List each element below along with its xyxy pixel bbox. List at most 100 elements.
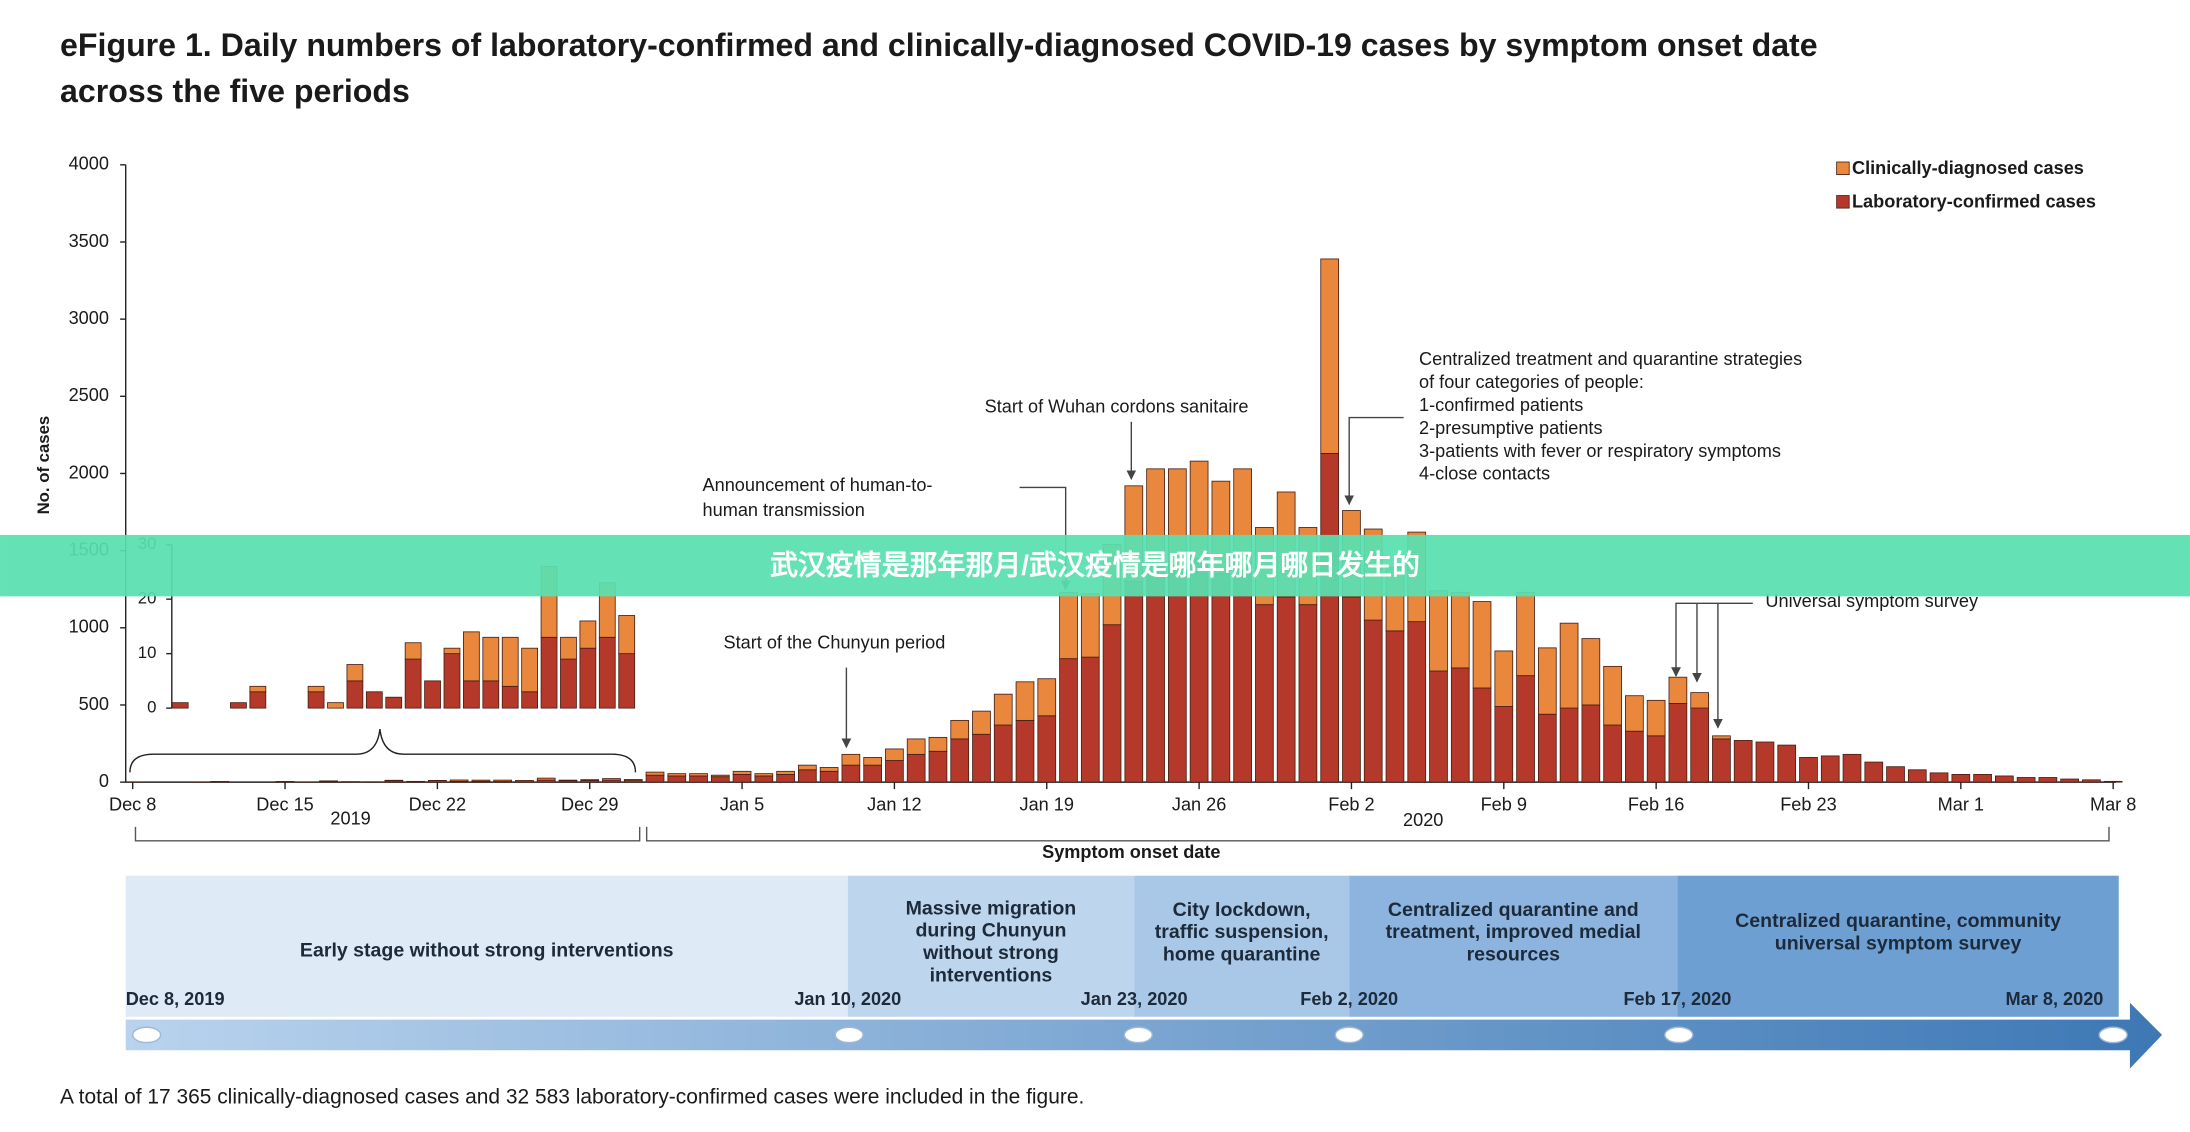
stage-label: resources (1467, 943, 1561, 965)
bar-segment (1799, 757, 1818, 783)
inset-bar-segment (249, 691, 267, 709)
bar-segment (1537, 713, 1557, 783)
bar-segment (1146, 565, 1165, 783)
bar-segment (1059, 591, 1078, 660)
bar-segment (1037, 715, 1057, 783)
bar-segment (1015, 719, 1035, 783)
x-tick-label: Mar 8 (2090, 795, 2136, 815)
bar-segment (993, 724, 1013, 783)
bar-segment (1625, 730, 1644, 783)
inset-bar-segment (327, 702, 344, 709)
bar-segment (1494, 650, 1514, 707)
bar-segment (645, 771, 665, 776)
inset-bar-segment (540, 636, 558, 709)
y-tick-label: 500 (79, 694, 109, 714)
bar-segment (1363, 619, 1383, 783)
bar-segment (754, 775, 774, 783)
bar-segment (558, 779, 578, 782)
annotation: Announcement of human-to- (703, 475, 933, 495)
inset-bar-segment (443, 647, 461, 655)
year-label: 2020 (1403, 810, 1443, 830)
inset-bar-segment (230, 702, 247, 709)
stage-label: treatment, improved medial (1386, 921, 1641, 943)
stage-label: Massive migration (906, 897, 1077, 919)
bar-segment (972, 710, 991, 735)
x-tick-label: Jan 12 (867, 795, 921, 815)
bar-segment (580, 779, 600, 781)
bar-segment (1472, 687, 1492, 783)
timeline-dot (2098, 1026, 2128, 1044)
bar-segment (863, 757, 882, 766)
title: eFigure 1. Daily numbers of laboratory-c… (60, 27, 1818, 109)
bar-segment (1233, 568, 1252, 783)
bar-segment (1842, 753, 1862, 783)
bar-segment (710, 774, 730, 778)
x-tick-label: Feb 23 (1780, 795, 1836, 815)
annotation: of four categories of people: (1419, 372, 1644, 392)
x-tick-label: Jan 26 (1172, 795, 1226, 815)
timeline-dot (1123, 1026, 1153, 1044)
stage-box (125, 875, 848, 1017)
x-tick-label: Jan 5 (720, 795, 764, 815)
bar-segment (863, 764, 882, 783)
bar-segment (1668, 676, 1688, 704)
stage-date: Jan 23, 2020 (1081, 989, 1188, 1009)
bar-segment (623, 779, 643, 782)
inset-bar-segment (307, 691, 325, 709)
bar-segment (1080, 593, 1100, 658)
bar-segment (1385, 630, 1405, 783)
y-tick-label: 2500 (69, 385, 109, 405)
inset-bar-segment (404, 642, 422, 660)
inset-bar-segment (346, 664, 364, 682)
bar-segment (667, 773, 687, 777)
bar-segment (841, 764, 861, 783)
bar-segment (667, 775, 687, 783)
x-tick-label: Dec 29 (561, 795, 618, 815)
stage-label: without strong (922, 942, 1059, 964)
bar-segment (1276, 596, 1296, 783)
bar-segment (493, 779, 513, 782)
inset-bar-segment (560, 636, 577, 660)
inset-bar-segment (365, 691, 383, 709)
annotation: Centralized treatment and quarantine str… (1419, 349, 1802, 369)
bar-segment (776, 773, 795, 783)
bar-segment (1995, 775, 2014, 783)
bar-segment (1537, 647, 1557, 715)
bar-segment (2082, 779, 2101, 783)
inset-bar-segment (598, 636, 616, 709)
stage-date: Feb 17, 2020 (1623, 989, 1731, 1009)
stage-box (1349, 875, 1678, 1017)
timeline-dot (1334, 1026, 1364, 1044)
bar-segment (689, 775, 708, 783)
stage-date: Jan 10, 2020 (794, 989, 901, 1009)
x-tick-label: Mar 1 (1938, 795, 1984, 815)
banner (0, 534, 2190, 597)
timeline-dot (834, 1026, 864, 1044)
bar-segment (1712, 735, 1731, 740)
stage-label: City lockdown, (1173, 899, 1311, 921)
y-tick-label: 0 (99, 771, 109, 791)
arrow (1671, 602, 1753, 677)
bar-segment (1864, 761, 1884, 783)
y-tick-label: 1000 (69, 617, 109, 637)
bar-segment (1450, 591, 1470, 669)
bar-segment (1429, 590, 1448, 672)
bar-segment (1668, 703, 1688, 783)
bar-segment (819, 770, 839, 783)
labels: 05001000150020002500300035004000Dec 8Dec… (69, 154, 2137, 815)
annotation: 3-patients with fever or respiratory sym… (1419, 441, 1781, 461)
annotation: 1-confirmed patients (1419, 395, 1583, 415)
inset-y-tick-label: 0 (147, 698, 156, 717)
footnote: A total of 17 365 clinically-diagnosed c… (60, 1085, 1084, 1108)
inset-bar-segment (443, 653, 461, 709)
annotation: Start of Wuhan cordons sanitaire (985, 397, 1249, 417)
bar-segment (1450, 667, 1470, 783)
bar-segment (1516, 675, 1535, 783)
inset-bar-segment (482, 636, 500, 682)
x-tick-label: Dec 22 (409, 795, 466, 815)
bar-segment (1342, 596, 1361, 783)
legend-swatch (1836, 195, 1850, 209)
bar-segment (928, 736, 948, 752)
bar-segment (1255, 604, 1274, 783)
